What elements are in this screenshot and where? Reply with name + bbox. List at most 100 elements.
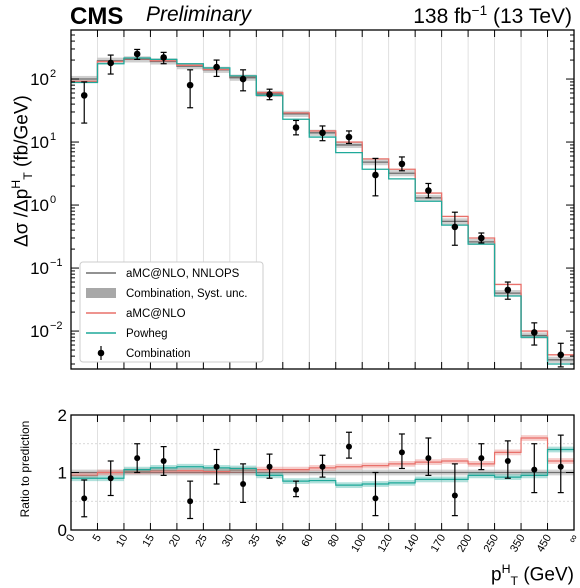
- xtick-label: 0: [64, 533, 77, 544]
- ratio-data-point: [240, 481, 247, 487]
- legend-label: Combination, Syst. unc.: [126, 288, 247, 300]
- ratio-y-axis-label: Ratio to prediction: [18, 420, 32, 518]
- ratio-data-point: [478, 455, 485, 462]
- data-point: [292, 124, 300, 131]
- legend-swatch-point: [97, 349, 105, 357]
- ratio-ytick-label: 0: [58, 521, 67, 540]
- xlabel-sub: T: [510, 574, 519, 588]
- main-ytick-label: 10: [30, 133, 49, 152]
- legend-label: aMC@NLO: [126, 308, 186, 320]
- legend-label: Combination: [126, 348, 191, 360]
- main-ytick-label: 10: [30, 259, 49, 278]
- xtick-label: 30: [220, 533, 237, 550]
- xtick-label: 10: [114, 533, 131, 550]
- main-ytick-exp: 1: [50, 131, 56, 143]
- ratio-data-point: [266, 463, 273, 470]
- lumi-exp: −1: [471, 3, 488, 18]
- xtick-label: 25: [193, 533, 210, 550]
- legend: aMC@NLO, NNLOPS Combination, Syst. unc. aM…: [79, 261, 264, 363]
- lumi-label: 138 fb−1 (13 TeV): [413, 3, 572, 29]
- xtick-label: 15: [141, 533, 158, 550]
- legend-label: aMC@NLO, NNLOPS: [126, 268, 240, 280]
- status-label: Preliminary: [146, 3, 252, 26]
- ratio-data-point: [425, 455, 432, 462]
- xtick-label: 5: [91, 533, 104, 544]
- main-ylabel-suffix: (fb/GeV): [11, 95, 33, 173]
- ratio-data-point: [187, 498, 194, 505]
- ratio-series-line: [71, 448, 574, 486]
- ratio-data-point: [372, 495, 379, 502]
- main-ytick-label: 10: [30, 196, 49, 215]
- xtick-label: 250: [482, 533, 502, 555]
- main-frame: [70, 29, 575, 370]
- data-point: [557, 351, 565, 359]
- data-point: [133, 50, 141, 58]
- data-point: [372, 171, 379, 179]
- xtick-label: 350: [508, 533, 528, 555]
- xtick-label: 120: [376, 533, 396, 555]
- main-ytick-exp: 0: [50, 194, 56, 206]
- xtick-label: 200: [455, 533, 475, 555]
- main-data-points: [80, 48, 565, 368]
- main-y-axis-label: Δσ /ΔpHT (fb/GeV): [9, 71, 35, 271]
- xtick-label: ∞: [566, 533, 580, 546]
- data-point: [266, 91, 273, 98]
- main-ylabel-sub: T: [21, 172, 36, 180]
- data-point: [530, 329, 538, 336]
- xtick-label: 80: [326, 533, 343, 550]
- main-ytick-exp: −1: [50, 257, 63, 269]
- ratio-ytick-label: 2: [58, 406, 67, 425]
- data-point: [398, 160, 406, 168]
- ratio-data-point: [504, 458, 511, 464]
- x-axis-label: pHT (GeV): [491, 562, 574, 588]
- data-point: [451, 223, 459, 231]
- ratio-data-point: [451, 492, 458, 499]
- data-point: [160, 54, 167, 61]
- data-point: [107, 59, 115, 67]
- xtick-label: 100: [349, 533, 369, 555]
- ratio-data-point: [160, 458, 167, 464]
- xlabel-prefix: p: [491, 564, 502, 586]
- ratio-data-point: [345, 443, 352, 450]
- ratio-ytick-label: 1: [58, 464, 67, 483]
- ratio-data-point: [107, 475, 114, 482]
- data-point: [186, 81, 194, 89]
- ratio-data-point: [293, 486, 300, 493]
- xtick-label: 20: [167, 533, 184, 550]
- ratio-data-point: [81, 495, 88, 502]
- data-point: [425, 187, 432, 194]
- experiment-label: CMS: [70, 3, 124, 30]
- xtick-label: 45: [273, 533, 290, 550]
- data-point: [239, 75, 247, 83]
- xtick-label: 140: [402, 533, 422, 555]
- legend-label: Powheg: [126, 328, 168, 340]
- xlabel-sup: H: [501, 561, 511, 576]
- lumi-suffix: (13 TeV): [487, 5, 572, 28]
- legend-swatch-band: [86, 288, 116, 298]
- data-point: [80, 92, 88, 99]
- data-point: [319, 129, 326, 137]
- main-ytick-exp: 2: [50, 68, 56, 80]
- data-point: [504, 286, 512, 294]
- main-ytick-label: 10: [30, 70, 49, 89]
- main-ytick-label: 10: [30, 322, 49, 341]
- ratio-data-points: [81, 431, 564, 520]
- main-ytick-exp: −2: [50, 320, 63, 332]
- xtick-label: 35: [246, 533, 263, 550]
- lumi-prefix: 138 fb: [413, 5, 472, 28]
- xtick-label: 170: [429, 533, 449, 555]
- legend-box: [79, 261, 264, 363]
- ratio-data-point: [557, 463, 564, 470]
- data-point: [213, 63, 220, 71]
- ratio-data-point: [213, 463, 220, 470]
- main-ylabel-sup: H: [8, 179, 23, 189]
- ratio-data-point: [319, 463, 326, 470]
- ratio-data-point: [134, 455, 141, 462]
- xlabel-suffix: (GeV): [518, 564, 574, 586]
- xtick-label: 60: [299, 533, 316, 550]
- ratio-series-line: [71, 437, 574, 476]
- xtick-label: 450: [535, 533, 555, 555]
